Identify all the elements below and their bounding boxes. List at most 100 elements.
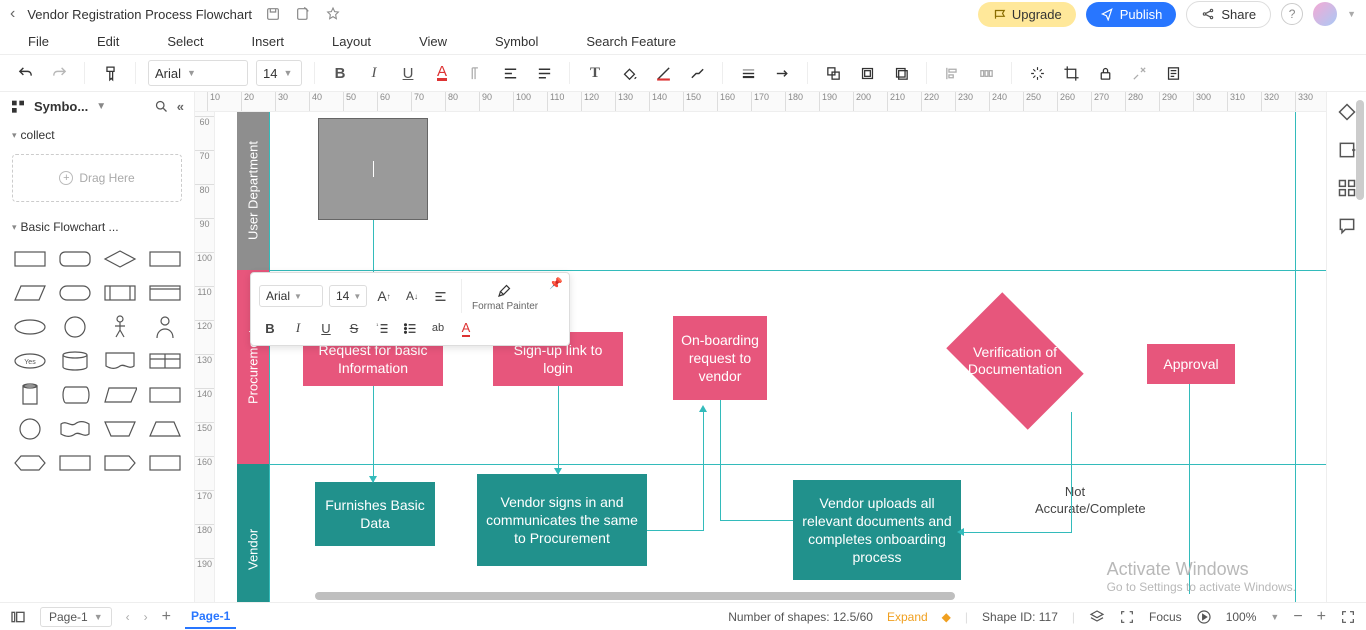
shape-rect2[interactable] [145, 246, 184, 272]
bold-button[interactable]: B [327, 60, 353, 86]
font-size-select[interactable]: 14▼ [256, 60, 302, 86]
outline-icon[interactable] [10, 609, 26, 625]
mini-decrease-font[interactable]: A↓ [401, 285, 423, 307]
mini-format-painter[interactable]: Format Painter [472, 281, 538, 312]
search-icon[interactable] [154, 99, 169, 114]
shape-cyl3[interactable] [55, 382, 94, 408]
shape-trap[interactable] [100, 382, 139, 408]
mini-fontcolor[interactable]: A [455, 317, 477, 339]
shape-circle[interactable] [55, 314, 94, 340]
underline-button[interactable]: U [395, 60, 421, 86]
font-color-button[interactable]: A [429, 60, 455, 86]
vertical-scrollbar[interactable] [1356, 100, 1364, 200]
arrow-style-button[interactable] [769, 60, 795, 86]
tools-button[interactable] [1126, 60, 1152, 86]
play-icon[interactable] [1196, 609, 1212, 625]
mini-font-select[interactable]: Arial▼ [259, 285, 323, 307]
effects-button[interactable] [1024, 60, 1050, 86]
shape-diamond[interactable] [100, 246, 139, 272]
horizontal-scrollbar[interactable] [275, 592, 1326, 602]
arrange-button[interactable] [820, 60, 846, 86]
shadow-button[interactable] [888, 60, 914, 86]
add-page-icon[interactable]: + [162, 608, 171, 626]
grid-icon[interactable] [1337, 178, 1357, 198]
shape-circle2[interactable] [10, 416, 49, 442]
fill-color-button[interactable] [616, 60, 642, 86]
pin-icon[interactable]: 📌 [549, 277, 563, 290]
mini-format-toolbar[interactable]: 📌 Arial▼ 14▼ A↑ A↓ Format Painter [250, 272, 570, 346]
distribute-button[interactable] [973, 60, 999, 86]
menu-insert[interactable]: Insert [252, 34, 285, 49]
group-button[interactable] [854, 60, 880, 86]
mini-increase-font[interactable]: A↑ [373, 285, 395, 307]
menu-select[interactable]: Select [167, 34, 203, 49]
box-furnishes-basic-data[interactable]: Furnishes Basic Data [315, 482, 435, 546]
page-tab[interactable]: Page-1 [185, 605, 236, 629]
next-page-icon[interactable]: › [144, 610, 148, 624]
page-select[interactable]: Page-1▼ [40, 607, 112, 627]
prev-page-icon[interactable]: ‹ [126, 610, 130, 624]
selected-shape[interactable] [318, 118, 428, 220]
shape-rect3[interactable] [145, 382, 184, 408]
shape-subprocess[interactable] [100, 280, 139, 306]
mini-size-select[interactable]: 14▼ [329, 285, 367, 307]
comment-icon[interactable] [1337, 216, 1357, 236]
collapse-icon[interactable]: « [177, 99, 184, 114]
menu-symbol[interactable]: Symbol [495, 34, 538, 49]
page-setup-button[interactable] [1160, 60, 1186, 86]
shape-pent[interactable] [100, 450, 139, 476]
mini-align[interactable] [429, 285, 451, 307]
shape-rect[interactable] [10, 246, 49, 272]
fullscreen-icon[interactable] [1340, 609, 1356, 625]
align-objects-button[interactable] [939, 60, 965, 86]
shape-ellipse[interactable] [10, 314, 49, 340]
mini-bold[interactable]: B [259, 317, 281, 339]
mini-case[interactable]: ab [427, 317, 449, 339]
shape-card[interactable] [145, 280, 184, 306]
font-family-select[interactable]: Arial▼ [148, 60, 248, 86]
mini-list-bul[interactable] [399, 317, 421, 339]
crop-button[interactable] [1058, 60, 1084, 86]
text-direction-button[interactable] [463, 60, 489, 86]
align-v-button[interactable] [531, 60, 557, 86]
shape-rect4[interactable] [55, 450, 94, 476]
shape-parallelogram[interactable] [10, 280, 49, 306]
shape-roundrect[interactable] [55, 246, 94, 272]
box-approval[interactable]: Approval [1147, 344, 1235, 384]
focus-icon[interactable] [1119, 609, 1135, 625]
mini-strike[interactable]: S [343, 317, 365, 339]
shape-cylinder[interactable] [55, 348, 94, 374]
shape-person[interactable] [145, 314, 184, 340]
theme-icon[interactable] [1337, 102, 1357, 122]
section-basic-flowchart[interactable]: Basic Flowchart ... [0, 212, 194, 242]
redo-button[interactable] [46, 60, 72, 86]
help-icon[interactable]: ? [1281, 3, 1303, 25]
layers-icon[interactable] [1089, 609, 1105, 625]
shape-capsule[interactable] [55, 280, 94, 306]
avatar[interactable] [1313, 2, 1337, 26]
drop-zone[interactable]: + Drag Here [12, 154, 182, 202]
star-icon[interactable] [324, 5, 342, 23]
shape-trap3[interactable] [145, 416, 184, 442]
undo-button[interactable] [12, 60, 38, 86]
export-icon[interactable] [294, 5, 312, 23]
menu-view[interactable]: View [419, 34, 447, 49]
box-vendor-uploads[interactable]: Vendor uploads all relevant documents an… [793, 480, 961, 580]
shape-hex[interactable] [10, 450, 49, 476]
mini-list-num[interactable]: 1 [371, 317, 393, 339]
menu-layout[interactable]: Layout [332, 34, 371, 49]
italic-button[interactable]: I [361, 60, 387, 86]
focus-label[interactable]: Focus [1149, 610, 1182, 624]
box-vendor-signs-in[interactable]: Vendor signs in and communicates the sam… [477, 474, 647, 566]
zoom-in-icon[interactable]: + [1317, 608, 1326, 626]
box-verification[interactable]: Verification of Documentation [935, 306, 1095, 416]
share-button[interactable]: Share [1186, 1, 1271, 28]
menu-search-feature[interactable]: Search Feature [586, 34, 676, 49]
text-tool-button[interactable]: T [582, 60, 608, 86]
align-h-button[interactable] [497, 60, 523, 86]
shape-wave[interactable] [55, 416, 94, 442]
section-collect[interactable]: collect [0, 120, 194, 150]
menu-file[interactable]: File [28, 34, 49, 49]
box-onboarding-request[interactable]: On-boarding request to vendor [673, 316, 767, 400]
zoom-out-icon[interactable]: − [1293, 608, 1302, 626]
